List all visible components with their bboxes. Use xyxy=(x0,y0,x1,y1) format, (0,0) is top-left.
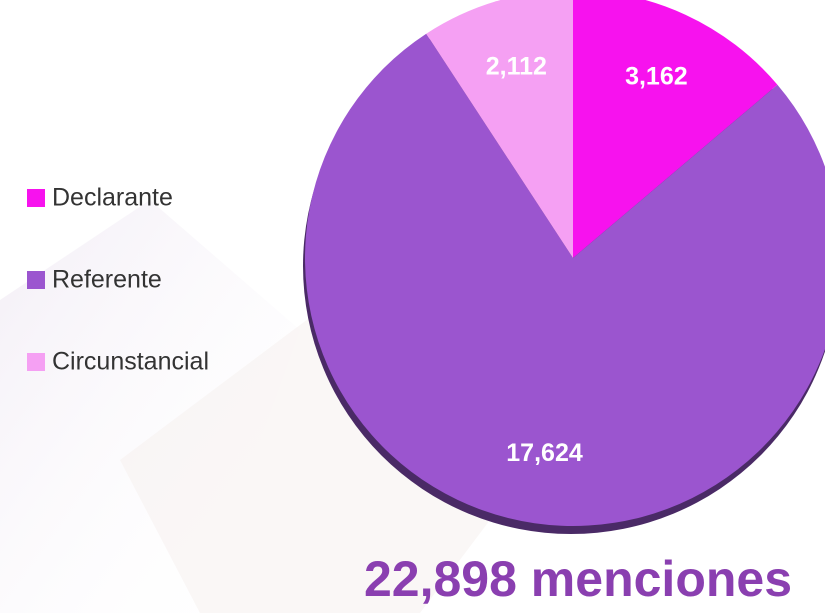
pie-slice xyxy=(305,33,825,526)
legend-swatch xyxy=(27,189,45,207)
total-annotation: 22,898 menciones xyxy=(364,551,792,607)
pie-slice xyxy=(573,0,778,258)
legend: Declarante Referente Circunstancial xyxy=(27,184,209,376)
value-label: 3,162 xyxy=(625,63,688,91)
legend-swatch xyxy=(27,353,45,371)
value-label: 17,624 xyxy=(506,439,583,467)
legend-label: Circunstancial xyxy=(52,348,209,376)
legend-swatch xyxy=(27,271,45,289)
pie-slice xyxy=(426,0,573,258)
legend-label: Declarante xyxy=(52,184,173,212)
value-label: 2,112 xyxy=(486,53,547,81)
pie: 3,162 17,624 2,112 xyxy=(303,0,825,534)
legend-label: Referente xyxy=(52,266,162,294)
